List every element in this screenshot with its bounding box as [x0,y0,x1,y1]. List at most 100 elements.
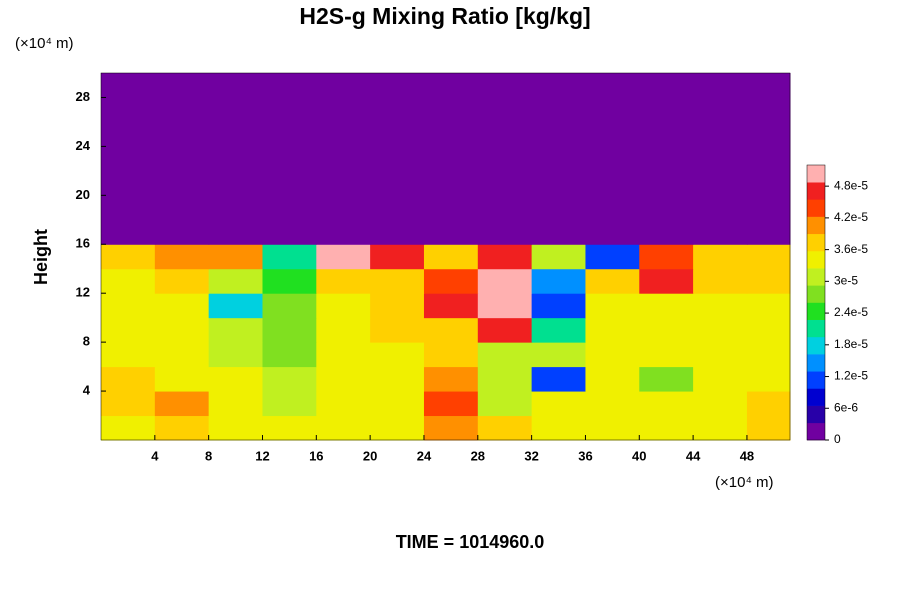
colorbar-band [807,354,825,372]
cell [101,268,156,294]
cell [531,317,586,343]
cell [154,342,210,368]
cell [639,391,694,417]
colorbar-tick-label: 4.8e-5 [834,178,868,192]
cell [477,244,533,270]
cell [316,391,371,417]
cell [531,391,586,417]
colorbar-band [807,182,825,200]
cell [316,244,371,270]
colorbar-band [807,422,825,441]
y-tick-label: 24 [76,138,91,153]
cell [262,73,317,245]
y-tick-label: 12 [76,285,90,300]
cell [423,415,479,441]
x-tick-label: 16 [309,448,323,463]
x-tick-label: 28 [471,448,485,463]
colorbar-tick-label: 6e-6 [834,400,858,414]
cell [639,366,694,392]
cell [585,293,640,319]
colorbar-tick-label: 1.2e-5 [834,369,868,383]
cell [370,268,425,294]
cell [154,268,210,294]
cell [585,268,640,294]
cell [639,268,694,294]
x-tick-label: 24 [417,448,432,463]
x-tick-label: 4 [151,448,159,463]
cell [693,317,748,343]
colorbar-tick-label: 3e-5 [834,274,858,288]
cell [154,293,210,319]
cell [208,244,263,270]
colorbar-frame [806,164,826,441]
colorbar-band [807,165,825,183]
cell [746,342,791,368]
cell [370,415,425,441]
cell [693,391,748,417]
cell [639,293,694,319]
cell [585,244,640,270]
colorbar-band [807,233,825,252]
cell [101,244,156,270]
cell [154,415,210,441]
cell [746,317,791,343]
cell [154,244,210,270]
cell [370,317,425,343]
cell [262,244,317,270]
footer: TIME = 1014960.0 [396,532,545,552]
y-tick-label: 8 [83,334,90,349]
cell [477,415,533,441]
colorbar-tick-label: 2.4e-5 [834,305,868,319]
plot-frame [100,72,791,441]
cell [208,415,263,441]
cell [316,73,371,245]
cell [693,366,748,392]
cell [423,366,479,392]
colorbar-tick-label: 0 [834,432,841,446]
cell [423,317,479,343]
colorbar-band [807,405,825,424]
cell [101,73,156,245]
y-tick-label: 20 [76,187,90,202]
cell [531,268,586,294]
x-tick-label: 40 [632,448,646,463]
cell [531,415,586,441]
cell [693,73,748,245]
cell [639,244,694,270]
cell [693,293,748,319]
cell [693,342,748,368]
cell [262,415,317,441]
cell [477,317,533,343]
cell [746,293,791,319]
cell [370,342,425,368]
cell [585,391,640,417]
cell [693,244,748,270]
colorbar-tick-label: 3.6e-5 [834,242,868,256]
cell [639,317,694,343]
cell [262,317,317,343]
cell [370,293,425,319]
cell [423,244,479,270]
cell [370,244,425,270]
cell [746,268,791,294]
y-tick-label: 16 [76,236,90,251]
cell [693,415,748,441]
cell [316,342,371,368]
cell [208,73,263,245]
x-tick-label: 20 [363,448,377,463]
cell [423,391,479,417]
cell [639,415,694,441]
cell [316,268,371,294]
cell [531,293,586,319]
cell [423,268,479,294]
cell [423,342,479,368]
colorbar-band [807,319,825,338]
colorbar-band [807,199,825,217]
cell [208,391,263,417]
cell [262,293,317,319]
cell [585,366,640,392]
cell [746,366,791,392]
cell [477,293,533,319]
cell [208,293,263,319]
cell [101,366,156,392]
